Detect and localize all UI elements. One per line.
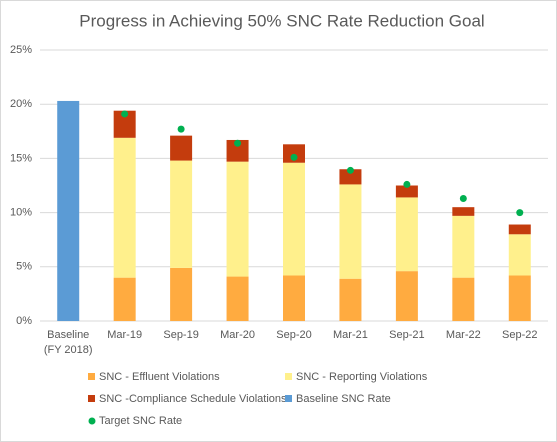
- legend-label: Baseline SNC Rate: [296, 393, 391, 405]
- x-tick-label: Sep-20: [276, 329, 311, 341]
- bar-segment: [170, 135, 193, 161]
- x-tick-label: Sep-21: [389, 329, 424, 341]
- bar-segment: [226, 139, 249, 162]
- x-tick-label: Mar-22: [446, 329, 481, 341]
- bar-segment: [452, 207, 475, 216]
- target-dot: [290, 153, 298, 161]
- chart-title: Progress in Achieving 50% SNC Rate Reduc…: [79, 11, 484, 30]
- legend-marker: [285, 395, 292, 402]
- target-dot: [346, 166, 354, 174]
- y-tick-label: 20%: [10, 98, 32, 110]
- bar-segment: [113, 137, 136, 278]
- bar-segment: [339, 278, 362, 321]
- bar-segment: [57, 100, 80, 321]
- y-tick-label: 10%: [10, 207, 32, 219]
- y-tick-label: 0%: [16, 315, 32, 327]
- legend-label: SNC -Compliance Schedule Violations: [99, 393, 287, 405]
- legend-label: Target SNC Rate: [99, 415, 182, 427]
- legend-marker: [88, 417, 96, 425]
- x-tick-label: Baseline (FY 2018): [44, 329, 93, 356]
- bar-segment: [226, 161, 249, 277]
- x-tick-label: Mar-21: [333, 329, 368, 341]
- target-dot: [121, 110, 129, 118]
- bar-segment: [395, 197, 418, 272]
- bar-segment: [508, 234, 531, 276]
- bar-segment: [339, 169, 362, 185]
- bar-segment: [452, 215, 475, 278]
- legend-label: SNC - Reporting Violations: [296, 371, 428, 383]
- bar-segment: [452, 277, 475, 321]
- bar-segment: [283, 144, 305, 163]
- bar-segment: [339, 184, 362, 279]
- legend-label: SNC - Effluent Violations: [99, 371, 220, 383]
- bar-segment: [113, 110, 136, 138]
- y-tick-label: 25%: [10, 44, 32, 56]
- bar-segment: [283, 162, 305, 276]
- legend-marker: [285, 373, 292, 380]
- bar-segment: [508, 275, 531, 321]
- x-tick-label: Mar-19: [107, 329, 142, 341]
- x-tick-label: Sep-19: [163, 329, 198, 341]
- legend-marker: [88, 373, 95, 380]
- bar-segment: [170, 267, 193, 321]
- y-tick-label: 5%: [16, 261, 32, 273]
- bar-segment: [170, 160, 193, 268]
- bar-segment: [113, 277, 136, 321]
- target-dot: [459, 195, 467, 203]
- bar-segment: [226, 276, 249, 321]
- target-dot: [234, 139, 242, 147]
- bar-segment: [508, 224, 531, 235]
- target-dot: [516, 209, 524, 217]
- bar-segment: [395, 271, 418, 321]
- bar-segment: [395, 185, 418, 198]
- target-dot: [177, 125, 185, 133]
- y-tick-label: 15%: [10, 152, 32, 164]
- legend-marker: [88, 395, 95, 402]
- target-dot: [403, 180, 411, 188]
- bar-segment: [283, 275, 305, 321]
- x-tick-label: Sep-22: [502, 329, 537, 341]
- x-tick-label: Mar-20: [220, 329, 255, 341]
